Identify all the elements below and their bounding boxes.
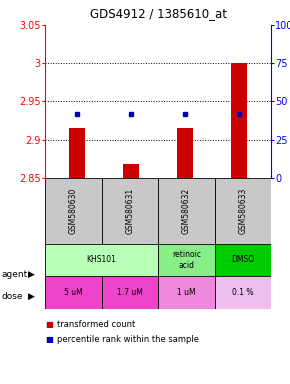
- Text: DMSO: DMSO: [231, 255, 254, 265]
- Text: GSM580630: GSM580630: [69, 187, 78, 234]
- Text: GSM580632: GSM580632: [182, 188, 191, 234]
- Text: GDS4912 / 1385610_at: GDS4912 / 1385610_at: [90, 7, 226, 20]
- Text: retinoic
acid: retinoic acid: [172, 250, 201, 270]
- Text: transformed count: transformed count: [57, 320, 135, 329]
- Text: 1 uM: 1 uM: [177, 288, 196, 297]
- Text: dose: dose: [1, 292, 23, 301]
- FancyBboxPatch shape: [45, 243, 158, 276]
- Bar: [177, 128, 193, 178]
- Text: GSM580631: GSM580631: [125, 188, 134, 234]
- Bar: [123, 164, 139, 178]
- FancyBboxPatch shape: [158, 243, 215, 276]
- FancyBboxPatch shape: [215, 276, 271, 309]
- Bar: [69, 128, 85, 178]
- FancyBboxPatch shape: [45, 276, 102, 309]
- Text: percentile rank within the sample: percentile rank within the sample: [57, 335, 199, 344]
- FancyBboxPatch shape: [215, 243, 271, 276]
- Text: agent: agent: [1, 270, 28, 279]
- Bar: [231, 63, 247, 178]
- Text: 1.7 uM: 1.7 uM: [117, 288, 143, 297]
- FancyBboxPatch shape: [45, 178, 102, 243]
- FancyBboxPatch shape: [102, 276, 158, 309]
- FancyBboxPatch shape: [158, 276, 215, 309]
- Text: KHS101: KHS101: [86, 255, 117, 265]
- Text: 0.1 %: 0.1 %: [232, 288, 254, 297]
- Text: ▶: ▶: [28, 292, 35, 301]
- Text: GSM580633: GSM580633: [238, 187, 247, 234]
- FancyBboxPatch shape: [158, 178, 215, 243]
- Text: ■: ■: [45, 320, 53, 329]
- Text: ▶: ▶: [28, 270, 35, 279]
- FancyBboxPatch shape: [102, 178, 158, 243]
- FancyBboxPatch shape: [215, 178, 271, 243]
- Text: ■: ■: [45, 335, 53, 344]
- Text: 5 uM: 5 uM: [64, 288, 83, 297]
